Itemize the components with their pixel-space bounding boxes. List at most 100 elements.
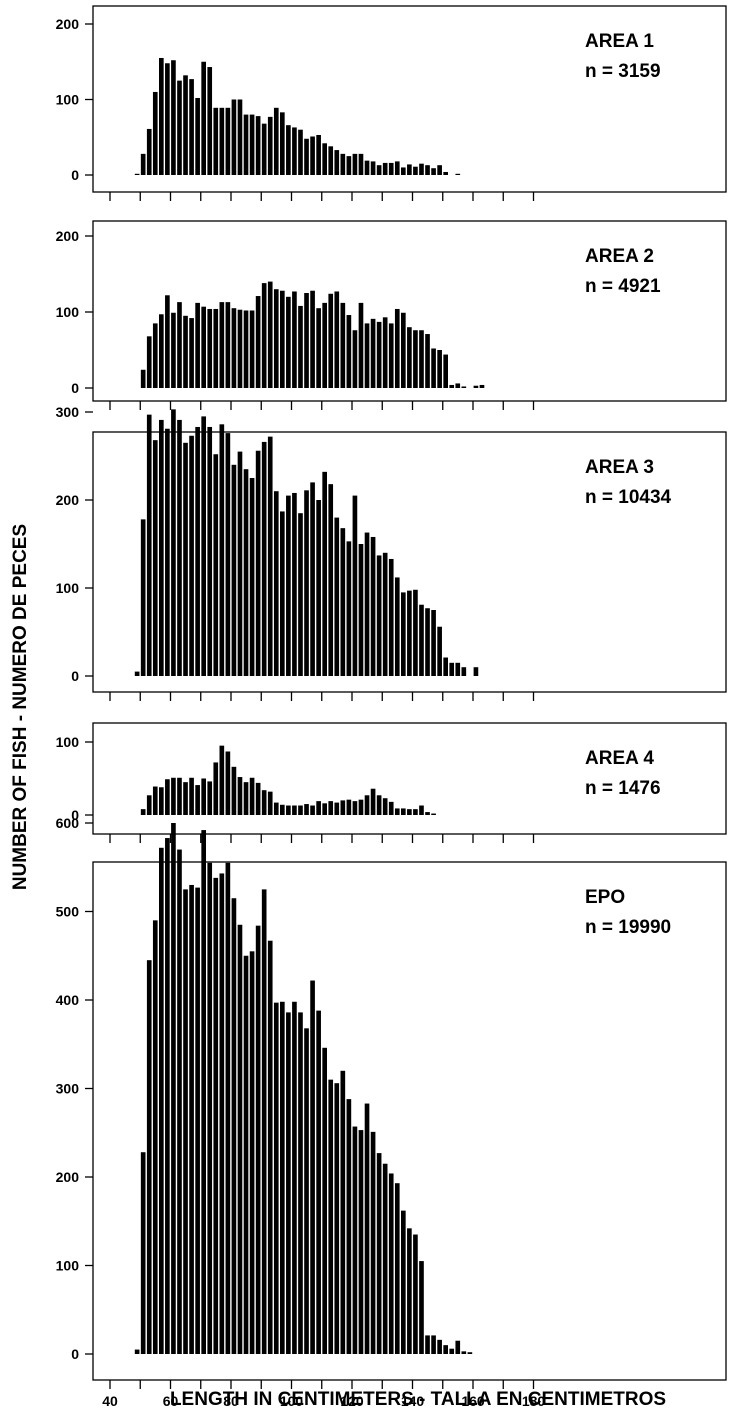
bar (388, 1173, 394, 1354)
bar (340, 800, 346, 815)
bar (255, 450, 261, 676)
bar (255, 296, 261, 388)
bar (425, 812, 430, 815)
bar (370, 536, 376, 676)
bar (413, 1234, 418, 1354)
bar (310, 482, 315, 676)
bar (255, 116, 261, 175)
bar (273, 107, 279, 175)
bar (292, 127, 297, 175)
bar (225, 862, 231, 1354)
bar (437, 1339, 442, 1354)
bar (183, 442, 188, 676)
y-tick-label: 0 (71, 668, 79, 684)
bar (413, 589, 418, 676)
bar (376, 165, 382, 175)
bar (195, 302, 200, 388)
bar (340, 528, 346, 676)
bar (298, 305, 303, 388)
bar (419, 163, 424, 175)
bar (425, 165, 430, 175)
bar (443, 1345, 448, 1354)
bar (431, 610, 436, 676)
bar (261, 441, 267, 676)
bar (334, 1083, 340, 1354)
bar (431, 168, 436, 175)
bar (152, 440, 158, 676)
bar (255, 782, 261, 815)
panel-sample-size: n = 19990 (585, 917, 671, 938)
bar (394, 308, 400, 388)
bar (370, 161, 376, 175)
bar (316, 134, 321, 175)
bar (437, 165, 442, 175)
bar (401, 167, 406, 175)
bar (364, 795, 370, 815)
bar (328, 484, 334, 676)
bar (273, 1002, 279, 1354)
bar (165, 428, 170, 676)
bar (146, 960, 152, 1354)
bar (146, 128, 152, 175)
bar (249, 310, 255, 388)
bar (177, 849, 182, 1354)
bar (407, 164, 412, 175)
bar (273, 289, 279, 388)
bar (267, 281, 273, 388)
bar (286, 125, 291, 175)
bar (376, 555, 382, 676)
bar (322, 302, 327, 388)
bar (358, 1130, 364, 1354)
bar (261, 889, 267, 1354)
bar (219, 745, 225, 815)
bar (358, 544, 364, 676)
y-tick-label: 300 (56, 1081, 80, 1097)
bar (219, 873, 225, 1354)
bar (394, 161, 400, 175)
bar (165, 838, 170, 1354)
bar (346, 315, 352, 388)
bar (171, 823, 176, 1354)
bar (225, 433, 231, 676)
bar (334, 291, 340, 388)
bar (231, 766, 237, 815)
bar (231, 308, 237, 388)
bar (219, 302, 225, 388)
bar (189, 435, 194, 676)
bar (171, 777, 176, 815)
panel-frame (92, 431, 727, 693)
bar (322, 803, 327, 815)
bar (376, 795, 382, 815)
bar (267, 791, 273, 815)
bar (328, 146, 334, 175)
y-tick-label: 300 (56, 404, 80, 420)
bar (431, 1335, 436, 1354)
panel-3: 0 100 200 300 AREA 3 n = 10434 (56, 404, 727, 701)
panel-frame (92, 722, 727, 835)
y-tick-label: 600 (56, 815, 80, 831)
bar (461, 1351, 467, 1354)
bar (304, 293, 309, 388)
bar (316, 500, 321, 676)
bar (437, 626, 442, 676)
y-tick-label: 0 (71, 1346, 79, 1362)
bar (322, 471, 327, 676)
bar (358, 153, 364, 175)
bar (183, 889, 188, 1354)
bar (346, 541, 352, 676)
bar (159, 314, 164, 388)
bar (213, 454, 219, 676)
y-tick-label: 500 (56, 904, 80, 920)
bar (286, 495, 291, 676)
x-tick-label: 180 (522, 1393, 546, 1409)
bar (455, 383, 461, 388)
bar (467, 1352, 473, 1354)
panel-4: 0 100 AREA 4 n = 1476 (56, 722, 727, 843)
bar (425, 1335, 430, 1354)
bar (183, 75, 188, 175)
bar (443, 354, 448, 388)
bar (461, 386, 467, 388)
bar (304, 490, 309, 676)
bar (431, 348, 436, 388)
